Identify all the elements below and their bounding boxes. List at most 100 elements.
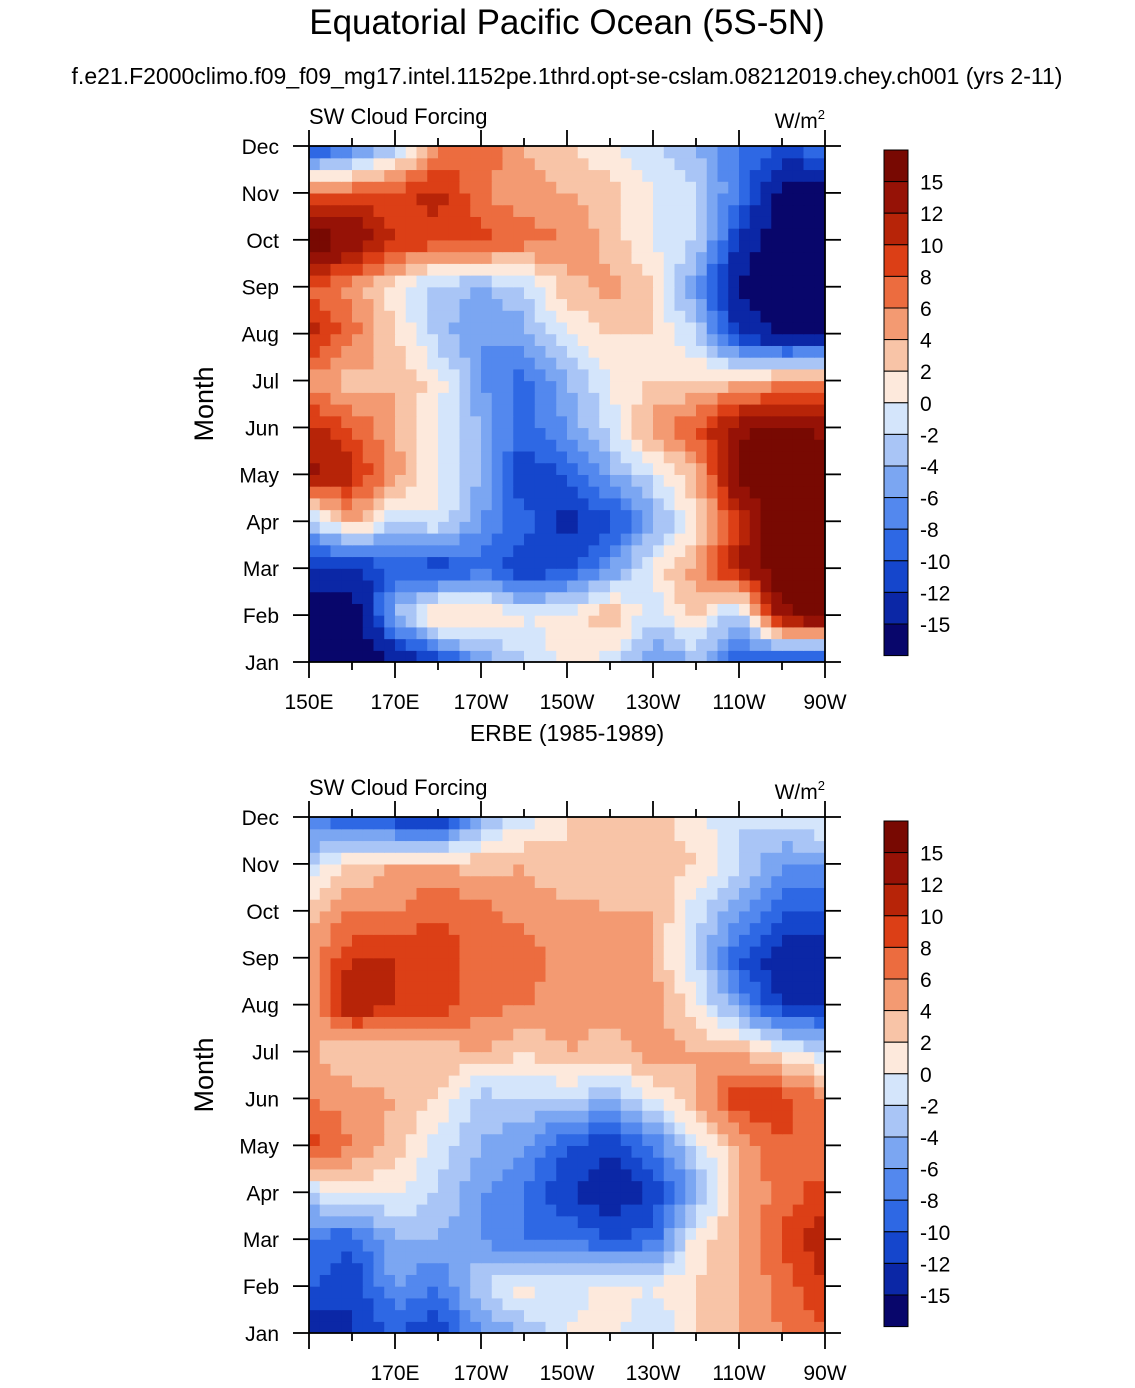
heatmap-cell [491, 638, 504, 651]
heatmap-cell [620, 969, 633, 982]
heatmap-cell [524, 1250, 536, 1264]
heatmap-cell [524, 981, 536, 994]
heatmap-cell [309, 1274, 321, 1287]
heatmap-cell [696, 1063, 708, 1076]
heatmap-cell [481, 298, 493, 311]
heatmap-cell [481, 852, 493, 865]
heatmap-cell [620, 638, 633, 651]
heatmap-cell [448, 392, 461, 405]
heatmap-cell [362, 992, 375, 1006]
heatmap-cell [674, 228, 686, 241]
heatmap-cell [395, 887, 407, 900]
heatmap-cell [438, 1215, 450, 1229]
heatmap-cell [545, 1227, 557, 1240]
heatmap-cell [610, 910, 622, 924]
colorbar-swatch [883, 1010, 909, 1043]
heatmap-cell [395, 486, 407, 499]
heatmap-cell [685, 404, 697, 417]
heatmap-cell [395, 439, 407, 452]
heatmap-cell [502, 579, 514, 593]
heatmap-cell [438, 1110, 450, 1123]
heatmap-cell [502, 146, 514, 159]
heatmap-cell [803, 852, 815, 865]
heatmap-cell [491, 1239, 504, 1252]
heatmap-cell [792, 1262, 805, 1275]
heatmap-cell [803, 1204, 815, 1217]
heatmap-cell [760, 1286, 772, 1299]
heatmap-cell [384, 275, 396, 288]
heatmap-cell [567, 544, 579, 558]
heatmap-cell [706, 239, 719, 253]
heatmap-cell [459, 439, 471, 452]
heatmap-cell [405, 1192, 418, 1205]
heatmap-cell [620, 1086, 633, 1100]
heatmap-cell [438, 521, 450, 534]
heatmap-cell [696, 509, 708, 522]
heatmap-cell [438, 286, 450, 300]
heatmap-cell [588, 615, 600, 628]
heatmap-cell [502, 1204, 514, 1217]
heatmap-cell [524, 899, 536, 912]
heatmap-cell [534, 497, 547, 511]
heatmap-cell [524, 946, 536, 959]
heatmap-cell [502, 310, 514, 323]
heatmap-cell [749, 1286, 762, 1299]
heatmap-cell [620, 852, 633, 865]
heatmap-cell [739, 321, 751, 335]
heatmap-cell [448, 840, 461, 853]
heatmap-cell [405, 450, 418, 464]
heatmap-cell [341, 239, 353, 253]
heatmap-cell [513, 392, 525, 405]
heatmap-cell [599, 439, 611, 452]
heatmap-cell [803, 427, 815, 440]
heatmap-cell [792, 1098, 805, 1111]
heatmap-cell [470, 910, 482, 924]
heatmap-cell [438, 1133, 450, 1146]
heatmap-cell [706, 992, 719, 1006]
heatmap-cell [545, 1075, 557, 1088]
heatmap-cell [330, 556, 342, 569]
heatmap-cell [760, 1168, 772, 1182]
heatmap-cell [706, 969, 719, 982]
heatmap-cell [459, 1086, 471, 1100]
heatmap-cell [481, 157, 493, 171]
heatmap-cell [653, 1262, 665, 1275]
heatmap-cell [610, 1121, 622, 1135]
heatmap-cell [309, 934, 321, 947]
heatmap-cell [696, 1192, 708, 1205]
heatmap-cell [696, 239, 708, 253]
heatmap-cell [620, 450, 633, 464]
heatmap-cell [545, 1180, 557, 1193]
heatmap-cell [663, 1321, 676, 1333]
heatmap-cell [545, 1239, 557, 1252]
colorbar-swatch [883, 591, 909, 625]
heatmap-cell [405, 169, 418, 182]
heatmap-cell [717, 181, 729, 194]
heatmap-cell [545, 1250, 557, 1264]
heatmap-cell [739, 204, 751, 217]
heatmap-cell [782, 1239, 794, 1252]
heatmap-cell [717, 1133, 729, 1146]
heatmap-cell [427, 650, 439, 662]
heatmap-cell [513, 603, 525, 616]
heatmap-cell [706, 603, 719, 616]
heatmap-cell [739, 298, 751, 311]
heatmap-cell [814, 345, 825, 358]
heatmap-cell [502, 1133, 514, 1146]
heatmap-cell [588, 1110, 600, 1123]
heatmap-cell [696, 1262, 708, 1275]
heatmap-cell [513, 1204, 525, 1217]
heatmap-cell [470, 310, 482, 323]
heatmap-cell [610, 462, 622, 475]
heatmap-cell [760, 922, 772, 935]
heatmap-cell [803, 415, 815, 429]
heatmap-cell [395, 509, 407, 522]
heatmap-cell [513, 934, 525, 947]
heatmap-cell [610, 450, 622, 464]
heatmap-cell [631, 450, 643, 464]
heatmap-cell [588, 899, 600, 912]
heatmap-cell [653, 922, 665, 935]
heatmap-cell [545, 181, 557, 194]
heatmap-cell [330, 497, 342, 511]
heatmap-cell [717, 439, 729, 452]
